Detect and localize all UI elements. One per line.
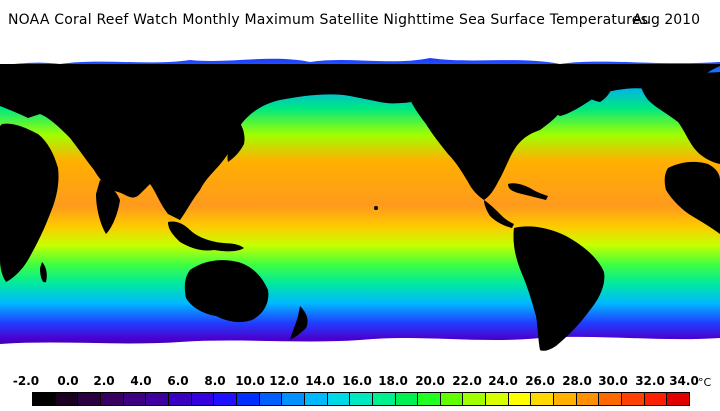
color-swatch xyxy=(168,393,192,405)
tick-label: 16.0 xyxy=(342,374,372,388)
tick-label: 22.0 xyxy=(452,374,482,388)
sst-map xyxy=(0,44,720,368)
tick-label: 10.0 xyxy=(235,374,265,388)
title-bar: NOAA Coral Reef Watch Monthly Maximum Sa… xyxy=(0,0,720,44)
madagascar xyxy=(40,262,47,283)
greenland xyxy=(560,65,614,102)
color-scale-bar xyxy=(32,392,690,406)
unit-label: °C xyxy=(698,376,712,389)
japan xyxy=(227,118,245,162)
color-swatch xyxy=(146,393,169,405)
tick-label: 30.0 xyxy=(598,374,628,388)
se-asia-islands xyxy=(168,221,244,252)
tick-label: 4.0 xyxy=(130,374,152,388)
color-swatch xyxy=(259,393,283,405)
tick-label: 34.0 xyxy=(669,374,699,388)
color-swatch xyxy=(667,393,690,405)
color-swatch xyxy=(644,393,668,405)
tick-label: 28.0 xyxy=(562,374,592,388)
color-swatch xyxy=(440,393,464,405)
map-title: NOAA Coral Reef Watch Monthly Maximum Sa… xyxy=(8,12,649,28)
tick-label: 18.0 xyxy=(378,374,408,388)
color-swatch xyxy=(395,393,419,405)
tick-label: 2.0 xyxy=(93,374,115,388)
tick-label: -2.0 xyxy=(12,374,40,388)
africa xyxy=(0,123,59,282)
color-swatch xyxy=(214,393,237,405)
map-date: Aug 2010 xyxy=(632,12,700,28)
color-swatch xyxy=(236,393,260,405)
new-zealand xyxy=(290,306,308,340)
north-america xyxy=(405,67,566,201)
tick-label: 20.0 xyxy=(415,374,445,388)
caribbean xyxy=(508,183,548,200)
color-swatch xyxy=(304,393,328,405)
legend: -2.0 0.0 2.0 4.0 6.0 8.0 10.0 12.0 14.0 … xyxy=(0,368,720,411)
tick-label: 6.0 xyxy=(167,374,189,388)
arctic-ice xyxy=(0,44,720,65)
color-swatch xyxy=(599,393,623,405)
tick-label: 32.0 xyxy=(635,374,665,388)
color-swatch xyxy=(78,393,101,405)
tick-label: 8.0 xyxy=(204,374,226,388)
tick-label: 26.0 xyxy=(525,374,555,388)
color-swatch xyxy=(418,393,441,405)
legend-ticks: -2.0 0.0 2.0 4.0 6.0 8.0 10.0 12.0 14.0 … xyxy=(0,374,720,390)
tick-label: 0.0 xyxy=(57,374,79,388)
color-swatch xyxy=(350,393,373,405)
color-swatch xyxy=(486,393,509,405)
africa-west xyxy=(664,161,720,234)
hawaii xyxy=(374,206,378,210)
color-swatch xyxy=(33,393,56,405)
color-swatch xyxy=(622,393,645,405)
central-america xyxy=(484,200,514,228)
color-swatch xyxy=(100,393,124,405)
color-swatch xyxy=(508,393,532,405)
india xyxy=(96,180,120,234)
color-swatch xyxy=(554,393,577,405)
tick-label: 12.0 xyxy=(269,374,299,388)
color-swatch xyxy=(191,393,215,405)
australia xyxy=(184,260,269,323)
color-swatch xyxy=(327,393,351,405)
color-swatch xyxy=(123,393,147,405)
tick-label: 24.0 xyxy=(488,374,518,388)
color-swatch xyxy=(576,393,600,405)
color-swatch xyxy=(282,393,305,405)
color-swatch xyxy=(463,393,487,405)
color-swatch xyxy=(55,393,79,405)
south-america xyxy=(513,226,605,351)
europe-east xyxy=(639,72,720,164)
tick-label: 14.0 xyxy=(305,374,335,388)
color-swatch xyxy=(531,393,555,405)
color-swatch xyxy=(372,393,396,405)
